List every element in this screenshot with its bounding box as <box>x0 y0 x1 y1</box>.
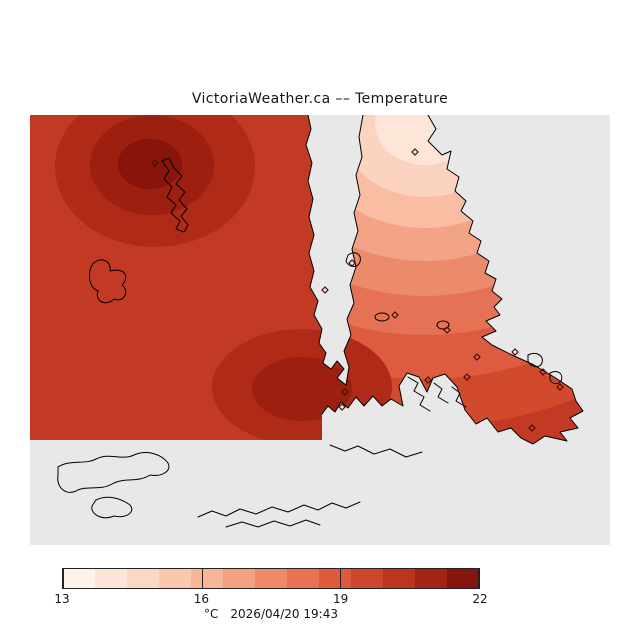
station-diamond-icon <box>424 376 432 384</box>
station-diamond-icon <box>338 403 346 411</box>
weather-map <box>30 115 610 545</box>
coastline-east-landmass <box>321 115 584 445</box>
coastline-inlet-hook <box>345 252 361 267</box>
station-diamond-icon <box>511 348 519 356</box>
coastline-lake-west <box>89 259 127 304</box>
coastline-lake-1 <box>374 312 390 322</box>
station-diamond-icon <box>341 388 349 396</box>
colorbar-segment <box>255 569 287 588</box>
colorbar-segment <box>95 569 127 588</box>
colorbar-segment <box>287 569 319 588</box>
coastline-south-shore-1 <box>197 501 361 518</box>
station-diamond-icon <box>539 368 547 376</box>
timestamp: 2026/04/20 19:43 <box>230 607 338 621</box>
hotspot-south-mid <box>252 357 352 421</box>
colorbar-segment <box>223 569 255 588</box>
coastline-lake-2 <box>436 320 450 330</box>
coastline-harbours <box>407 376 467 412</box>
station-diamond-icon <box>463 373 471 381</box>
station-markers <box>151 148 564 432</box>
unit-label: °C <box>204 607 219 621</box>
colorbar-segment <box>191 569 223 588</box>
colorbar-segment <box>159 569 191 588</box>
colorbar <box>62 568 480 589</box>
map-canvas <box>30 115 610 545</box>
station-diamond-icon <box>411 148 419 156</box>
colorbar-tick-line <box>201 569 203 588</box>
coastline-offshore-islands <box>527 352 563 385</box>
station-diamond-icon <box>473 353 481 361</box>
colorbar-tick-line <box>63 569 64 588</box>
colorbar-segment <box>63 569 95 588</box>
coastline-south-shore-3 <box>329 444 423 458</box>
station-diamond-icon <box>443 326 451 334</box>
colorbar-segment <box>415 569 447 588</box>
coastline-inlet <box>305 115 364 386</box>
colorbar-caption: °C 2026/04/20 19:43 <box>62 607 480 621</box>
station-diamond-icon <box>348 259 356 267</box>
colorbar-segment <box>383 569 415 588</box>
colorbar-segment <box>447 569 479 588</box>
page-title: VictoriaWeather.ca –– Temperature <box>191 91 449 107</box>
coastline-south-islet <box>91 496 133 519</box>
station-diamond-icon <box>151 159 159 167</box>
station-diamond-icon <box>391 311 399 319</box>
coastline-south-island-chain <box>57 452 170 493</box>
station-diamond-icon <box>528 424 536 432</box>
colorbar-tick-label: 13 <box>54 592 70 606</box>
coastline-narrow-arm <box>161 157 189 233</box>
station-diamond-icon <box>321 286 329 294</box>
colorbar-tick-label: 22 <box>472 592 488 606</box>
station-diamond-icon <box>556 383 564 391</box>
colorbar-tick-labels: 13 16 19 22 <box>54 592 487 606</box>
colorbar-tick-line <box>340 569 342 588</box>
colorbar-tick-line <box>478 569 479 588</box>
colorbar-segment <box>351 569 383 588</box>
colorbar-tick-label: 19 <box>333 592 349 606</box>
colorbar-tick-label: 16 <box>193 592 209 606</box>
coastline-south-shore-2 <box>225 519 321 528</box>
colorbar-segment <box>319 569 351 588</box>
coastlines <box>57 115 584 528</box>
colorbar-segment <box>127 569 159 588</box>
